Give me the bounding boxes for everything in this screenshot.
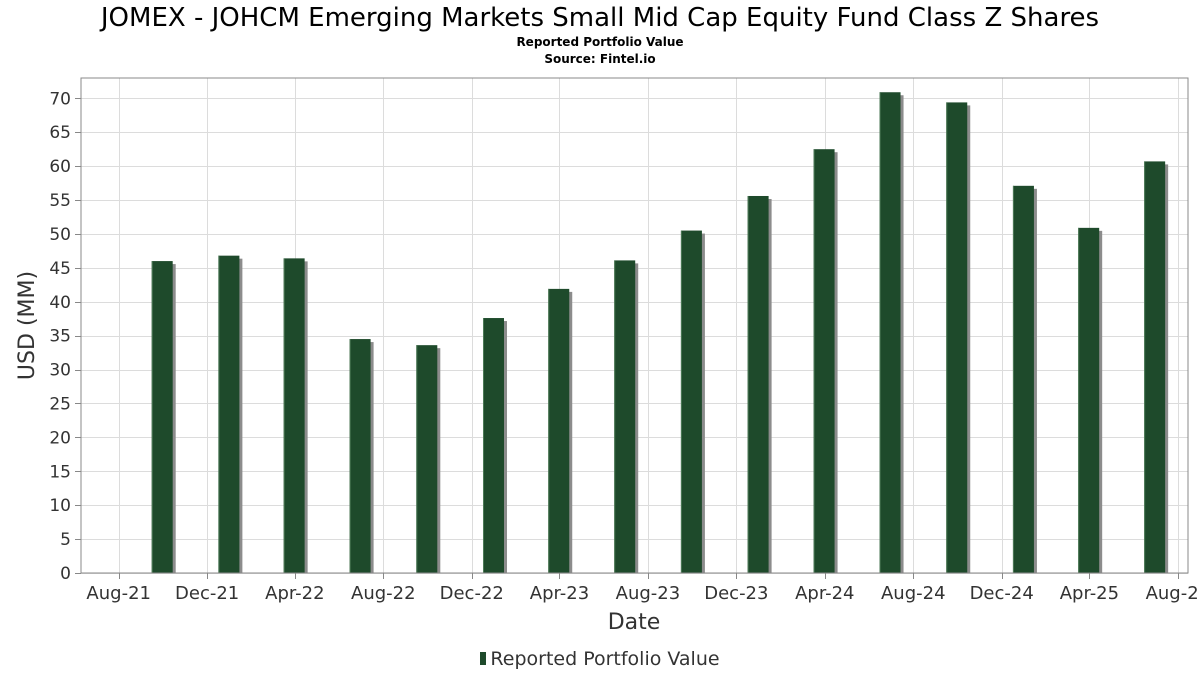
x-tick-label: Aug-21 [86, 583, 151, 604]
y-tick-label: 20 [49, 428, 71, 448]
x-tick-label: Apr-23 [530, 583, 589, 604]
y-tick-label: 50 [49, 225, 71, 245]
legend-swatch [480, 652, 487, 665]
x-tick-label: Aug-22 [351, 583, 416, 604]
y-axis-label: USD (MM) [15, 271, 40, 380]
y-tick-label: 60 [49, 157, 71, 177]
bar [283, 258, 305, 573]
bar [1012, 185, 1034, 573]
legend-label: Reported Portfolio Value [490, 648, 720, 670]
y-tick-label: 30 [49, 361, 71, 381]
x-tick-label: Dec-24 [970, 583, 1034, 604]
y-tick-label: 70 [49, 89, 71, 109]
bar [1078, 227, 1100, 573]
x-tick-label: Aug-23 [616, 583, 681, 604]
plot-border [80, 77, 1189, 574]
y-tick-label: 5 [60, 530, 71, 550]
bar [218, 255, 240, 573]
y-tick-label: 10 [49, 496, 71, 516]
x-tick-label: Apr-24 [795, 583, 854, 604]
x-tick-label: Apr-25 [1060, 583, 1119, 604]
bar [614, 260, 636, 573]
x-tick-label: Dec-22 [440, 583, 504, 604]
y-tick-label: 25 [49, 394, 71, 414]
x-tick-label: Apr-22 [265, 583, 324, 604]
y-tick-label: 15 [49, 462, 71, 482]
bar-series [151, 92, 1169, 574]
bar [349, 339, 371, 573]
bar [946, 102, 968, 574]
bar [548, 288, 570, 573]
bar [416, 345, 438, 573]
chart-subtitle: Reported Portfolio Value [516, 35, 684, 49]
bar [151, 261, 173, 573]
x-tick-label: Aug-24 [881, 583, 946, 604]
y-tick-label: 40 [49, 293, 71, 313]
legend: Reported Portfolio Value [0, 647, 1200, 671]
chart-title: JOMEX - JOHCM Emerging Markets Small Mid… [100, 3, 1100, 33]
bar [482, 318, 504, 573]
chart-source: Source: Fintel.io [544, 52, 656, 66]
y-tick-label: 65 [49, 123, 71, 143]
x-tick-label: Dec-21 [175, 583, 239, 604]
y-tick-label: 55 [49, 191, 71, 211]
y-tick-label: 0 [60, 564, 71, 584]
bar [747, 195, 769, 573]
y-tick-label: 35 [49, 327, 71, 347]
x-axis-label: Date [608, 610, 661, 635]
x-tick-label: Aug-25 [1146, 583, 1200, 604]
bar [1144, 161, 1166, 573]
bar [680, 230, 702, 574]
y-tick-label: 45 [49, 259, 71, 279]
bar [879, 92, 901, 574]
axes: 0 5 10 15 20 25 30 35 40 45 50 55 60 65 70 Aug-21 Dec-21… [49, 89, 1200, 604]
x-tick-label: Dec-23 [704, 583, 768, 604]
bar [813, 149, 835, 574]
